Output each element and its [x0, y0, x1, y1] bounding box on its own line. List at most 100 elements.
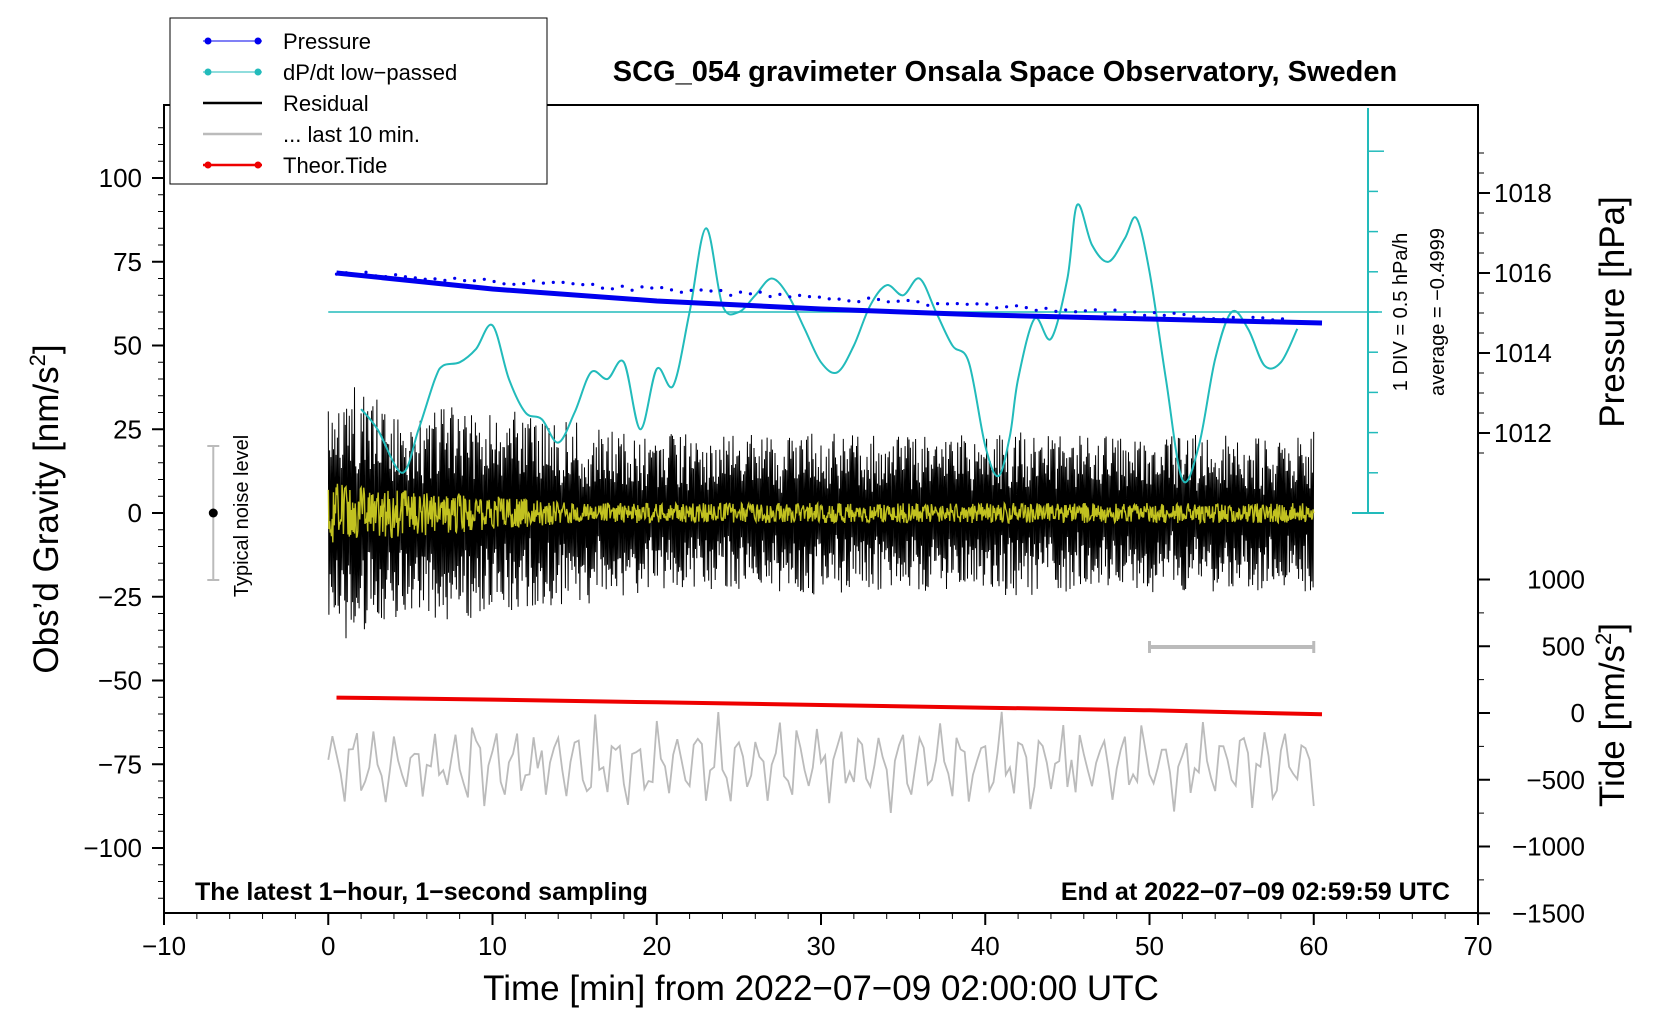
- pressure-point: [886, 300, 890, 304]
- tide-tick-label: −1500: [1512, 898, 1585, 928]
- dpdt-line: [360, 203, 1299, 484]
- pressure-point: [1212, 317, 1216, 321]
- theor-tide-series: [336, 695, 1323, 717]
- pressure-point: [364, 270, 368, 274]
- pressure-point: [1024, 306, 1028, 310]
- pressure-point: [748, 292, 753, 296]
- pressure-point: [1261, 316, 1265, 320]
- legend: Pressure dP/dt low−passed Residual ... last…: [169, 17, 548, 185]
- pressure-point: [1143, 313, 1147, 317]
- pressure-point: [532, 279, 536, 283]
- legend-marker: [204, 37, 212, 45]
- legend-marker: [254, 161, 262, 169]
- pressure-point: [945, 302, 950, 306]
- x-tick-label: 20: [642, 931, 671, 961]
- pressure-tick-label: 1012: [1494, 418, 1552, 448]
- pressure-point: [1192, 315, 1196, 319]
- y-tick-label: −75: [98, 749, 142, 779]
- pressure-point: [1005, 305, 1009, 309]
- pressure-point: [354, 272, 358, 276]
- pressure-point: [630, 288, 634, 292]
- x-tick-label: 70: [1464, 931, 1493, 961]
- pressure-point: [1271, 318, 1275, 322]
- pressure-point: [768, 294, 772, 299]
- tide-tick-label: −1000: [1512, 832, 1585, 862]
- pressure-point: [689, 288, 693, 292]
- pressure-point: [512, 282, 516, 286]
- x-tick-label: 60: [1299, 931, 1328, 961]
- pressure-point: [1231, 315, 1235, 319]
- pressure-point: [817, 295, 822, 299]
- pressure-point: [1074, 310, 1078, 314]
- legend-label: Residual: [283, 91, 369, 116]
- pressure-point: [482, 277, 486, 281]
- tide-tick-label: 1000: [1527, 565, 1585, 595]
- tide-line: [336, 695, 1323, 717]
- y-tick-label: 50: [113, 331, 142, 361]
- pressure-series: [334, 270, 1323, 326]
- pressure-point: [1221, 317, 1225, 321]
- annotation-noise-level: Typical noise level: [231, 435, 253, 597]
- y-tick-label: −100: [83, 833, 142, 863]
- y-tick-label: 0: [128, 498, 142, 528]
- pressure-point: [906, 298, 910, 303]
- last-10-min-series: [327, 711, 1315, 813]
- pressure-point: [571, 282, 575, 286]
- pressure-point: [679, 290, 684, 294]
- annotation-end-time: End at 2022−07−09 02:59:59 UTC: [1061, 878, 1450, 906]
- pressure-point: [798, 293, 802, 297]
- legend-label: dP/dt low−passed: [283, 60, 457, 85]
- pressure-point: [778, 292, 782, 296]
- pressure-point: [453, 276, 457, 280]
- pressure-point: [1083, 309, 1087, 313]
- pressure-point: [620, 284, 624, 288]
- annotation-dpdt-scale: 1 DIV = 0.5 hPa/h: [1390, 233, 1412, 391]
- pressure-point: [719, 288, 723, 293]
- pressure-point: [926, 303, 930, 307]
- pressure-point: [1251, 315, 1255, 319]
- pressure-point: [522, 282, 526, 286]
- pressure-point: [1152, 311, 1156, 315]
- pressure-point: [502, 282, 506, 286]
- y-axis-label-pressure: Pressure [hPa]: [1593, 196, 1632, 428]
- pressure-point: [384, 275, 388, 279]
- legend-label: Pressure: [283, 29, 371, 54]
- y-tick-label: −25: [98, 582, 142, 612]
- pressure-point: [492, 279, 496, 284]
- pressure-point: [985, 302, 989, 306]
- pressure-tick-label: 1018: [1494, 178, 1552, 208]
- pressure-point: [640, 285, 644, 289]
- pressure-point: [344, 271, 348, 275]
- pressure-point: [413, 276, 417, 280]
- legend-marker: [204, 68, 212, 76]
- residual-smoothed-line: [327, 483, 1315, 543]
- pressure-point: [699, 288, 703, 292]
- pressure-point: [650, 286, 654, 290]
- x-tick-label: 10: [478, 931, 507, 961]
- y-tick-label: −50: [98, 666, 142, 696]
- pressure-point: [541, 281, 546, 285]
- last-10-min-line: [327, 711, 1315, 813]
- pressure-point: [423, 277, 427, 281]
- y-tick-label: 25: [113, 414, 142, 444]
- pressure-point: [758, 290, 762, 294]
- pressure-point: [374, 274, 378, 278]
- pressure-point: [443, 278, 447, 282]
- residual-line: [327, 387, 1315, 639]
- pressure-point: [1113, 308, 1117, 312]
- pressure-point: [394, 273, 398, 277]
- noise-bar-center: [208, 508, 218, 518]
- pressure-point: [600, 286, 605, 290]
- pressure-point: [1182, 312, 1186, 317]
- x-tick-label: 40: [971, 931, 1000, 961]
- legend-label: Theor.Tide: [283, 153, 387, 178]
- pressure-point: [837, 297, 841, 301]
- x-axis-label: Time [min] from 2022−07−09 02:00:00 UTC: [483, 969, 1159, 1008]
- x-tick-label: −10: [142, 931, 186, 961]
- pressure-point: [857, 300, 861, 304]
- pressure-line: [336, 270, 1323, 326]
- pressure-point: [1064, 308, 1068, 312]
- pressure-point: [1241, 319, 1245, 323]
- pressure-tick-label: 1016: [1494, 258, 1552, 288]
- pressure-point: [660, 286, 664, 290]
